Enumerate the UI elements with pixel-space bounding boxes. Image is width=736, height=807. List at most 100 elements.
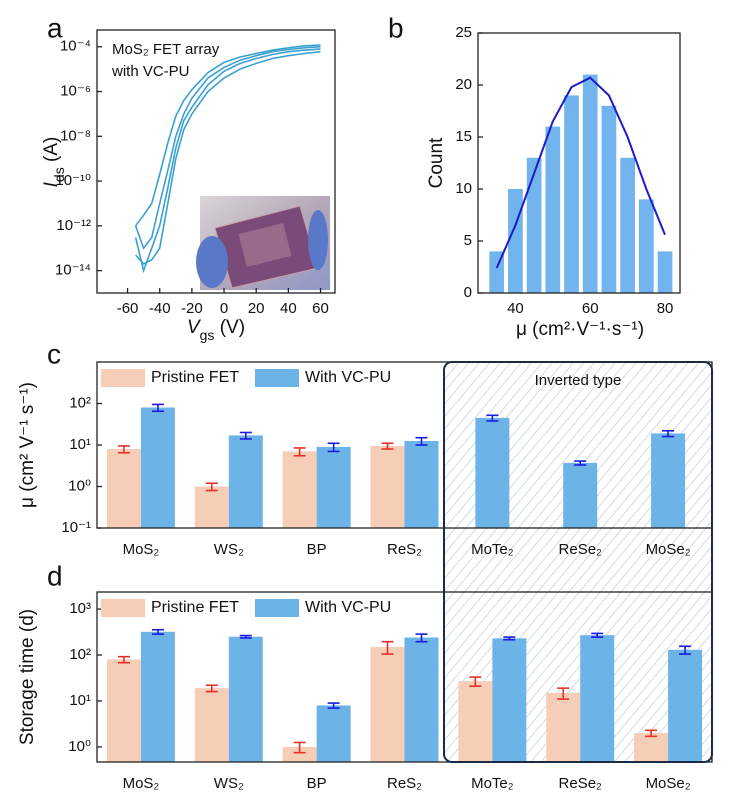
error-bar	[327, 442, 340, 453]
y-tick-label: 10⁻⁴	[60, 38, 91, 55]
inset-photo	[196, 196, 330, 290]
x-tick-label: MoSe₂	[646, 775, 691, 792]
label-part: I	[41, 181, 62, 187]
error-bar	[239, 634, 252, 639]
transfer-curve	[135, 50, 321, 265]
legend-label: Pristine FET	[151, 369, 239, 386]
x-tick-label: MoTe₂	[471, 775, 514, 792]
bar	[282, 746, 317, 762]
x-tick-label: MoS₂	[123, 775, 160, 792]
y-tick-label: 10²	[69, 394, 91, 411]
error-bar	[151, 403, 164, 413]
y-tick-label: 10⁰	[68, 477, 91, 494]
error-bar	[381, 442, 394, 450]
bar	[404, 440, 439, 528]
axes-frame	[477, 32, 681, 294]
error-bar	[293, 447, 306, 457]
legend-label: With VC-PU	[305, 369, 391, 386]
y-tick-label: 10⁻⁶	[60, 82, 91, 99]
annotation: MoS₂ FET array	[112, 41, 220, 58]
error-bar	[327, 702, 340, 709]
x-tick-label: 80	[657, 300, 674, 317]
bar	[194, 486, 229, 528]
legend-swatch	[101, 369, 145, 387]
error-bar	[293, 741, 306, 754]
x-tick-label: BP	[307, 541, 327, 558]
error-bar	[381, 640, 394, 655]
x-axis-label: μ (cm²·V⁻¹·s⁻¹)	[516, 319, 644, 340]
x-tick-label: BP	[307, 775, 327, 792]
legend-swatch	[255, 369, 299, 387]
x-tick-label: ReS₂	[387, 541, 422, 558]
legend-label: With VC-PU	[305, 599, 391, 616]
bar	[106, 449, 141, 528]
histogram-bar	[582, 74, 598, 293]
x-tick-label: -40	[149, 300, 171, 317]
error-bar	[645, 729, 658, 738]
bar	[404, 637, 439, 762]
histogram-bar	[657, 251, 673, 293]
x-tick-label: -20	[181, 300, 203, 317]
bar	[228, 435, 263, 528]
y-tick-label: 10⁰	[68, 738, 91, 755]
panel-label: c	[47, 338, 61, 369]
inverted-region-border	[443, 361, 713, 763]
y-tick-label: 10¹	[69, 436, 91, 453]
fit-curve	[495, 76, 666, 269]
label-part: ds	[51, 167, 67, 182]
x-axis-label: Vgs (V)	[187, 317, 245, 343]
bar	[546, 692, 581, 762]
error-bar	[205, 684, 218, 693]
error-bar	[151, 628, 164, 635]
x-tick-label: ReSe₂	[559, 775, 603, 792]
x-tick-label: 40	[507, 300, 524, 317]
bar	[316, 705, 351, 762]
y-axis-label: Count	[426, 137, 447, 188]
y-tick-label: 10⁻¹⁴	[55, 262, 91, 279]
histogram-bar	[545, 126, 561, 293]
legend-swatch	[101, 599, 145, 617]
bar	[651, 433, 686, 528]
error-bar	[557, 687, 570, 700]
y-tick-label: 15	[455, 128, 472, 145]
bar	[492, 638, 527, 762]
bar	[634, 733, 669, 762]
error-bar	[679, 645, 692, 655]
histogram-bar	[508, 189, 523, 293]
x-tick-label: MoS₂	[123, 541, 160, 558]
x-tick-label: -60	[117, 300, 139, 317]
y-tick-label: 20	[455, 76, 472, 93]
y-tick-label: 10²	[69, 646, 91, 663]
error-bar	[574, 460, 587, 466]
histogram-bar	[601, 105, 617, 293]
x-tick-label: 20	[248, 300, 265, 317]
y-tick-label: 10	[455, 180, 472, 197]
y-tick-label: 10³	[69, 600, 91, 617]
x-tick-label: ReS₂	[387, 775, 422, 792]
bar	[370, 445, 405, 528]
annotation: Inverted type	[535, 372, 622, 389]
error-bar	[117, 445, 130, 454]
y-tick-label: 0	[464, 284, 472, 301]
x-tick-label: ReSe₂	[559, 541, 603, 558]
y-axis-label: Ids (A)	[41, 137, 67, 188]
error-bar	[205, 482, 218, 492]
bar	[563, 462, 598, 528]
label-part: (V)	[214, 317, 245, 338]
error-bar	[415, 633, 428, 643]
legend-swatch	[255, 599, 299, 617]
bar	[668, 649, 703, 762]
bar	[316, 446, 351, 528]
y-axis-label: Storage time (d)	[17, 609, 38, 745]
annotation: with VC-PU	[111, 63, 190, 80]
panel-label: d	[47, 560, 63, 591]
x-tick-label: WS₂	[214, 775, 244, 792]
y-tick-label: 5	[464, 232, 472, 249]
x-tick-label: 60	[312, 300, 329, 317]
x-tick-label: 40	[280, 300, 297, 317]
y-tick-label: 25	[455, 24, 472, 41]
legend-label: Pristine FET	[151, 599, 239, 616]
error-bar	[503, 636, 516, 641]
bar	[580, 635, 615, 762]
error-bar	[239, 431, 252, 440]
